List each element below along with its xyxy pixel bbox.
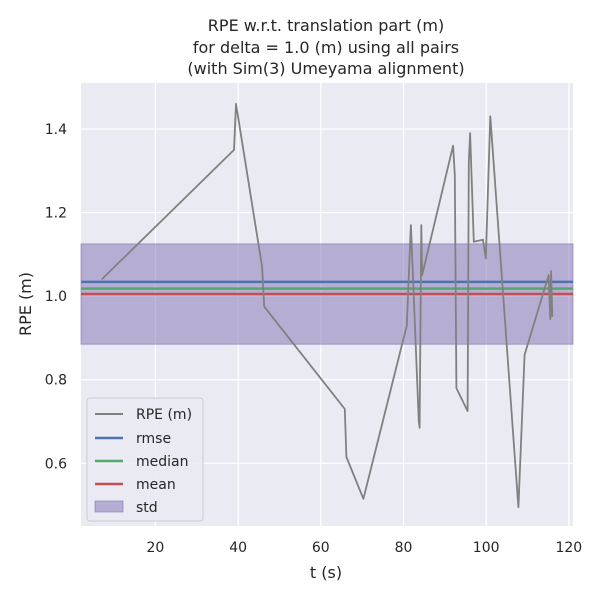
chart-title-line-3: (with Sim(3) Umeyama alignment) [187, 59, 464, 78]
x-tick-label-40: 40 [229, 540, 247, 556]
x-tick-label-20: 20 [147, 540, 165, 556]
series-layer [101, 103, 554, 509]
x-tick-label-100: 100 [473, 540, 500, 556]
legend-label-mean: mean [136, 477, 176, 493]
y-tick-label-0.8: 0.8 [45, 373, 67, 389]
chart-title: RPE w.r.t. translation part (m) for delt… [187, 16, 464, 78]
legend-swatch-std [94, 500, 124, 513]
y-axis-label: RPE (m) [16, 272, 35, 336]
x-axis-label-text: t (s) [310, 563, 342, 582]
y-tick-labels: 0.6 0.8 1.0 1.2 1.4 [45, 122, 67, 472]
legend-label-std: std [136, 500, 158, 516]
legend-label-rmse: rmse [136, 431, 171, 447]
x-tick-label-60: 60 [312, 540, 330, 556]
x-tick-label-80: 80 [395, 540, 413, 556]
stat-lines-layer [81, 280, 573, 296]
legend-box [86, 397, 204, 522]
chart-title-line-2: for delta = 1.0 (m) using all pairs [193, 38, 459, 57]
y-axis-label-text: RPE (m) [16, 272, 35, 336]
legend: RPE (m) rmse median mean std [86, 397, 204, 522]
x-axis-label: t (s) [310, 563, 342, 582]
y-tick-label-1.2: 1.2 [45, 206, 67, 222]
series-line-rpe [101, 103, 554, 509]
x-tick-label-120: 120 [555, 540, 582, 556]
legend-label-rpe: RPE (m) [136, 407, 192, 423]
y-tick-label-1: 1.0 [45, 289, 67, 305]
x-tick-labels: 20 40 60 80 100 120 [147, 540, 583, 556]
legend-label-median: median [136, 454, 188, 470]
chart-title-line-1: RPE w.r.t. translation part (m) [208, 16, 444, 35]
y-tick-label-1.4: 1.4 [45, 122, 67, 138]
y-tick-label-0.6: 0.6 [45, 456, 67, 472]
